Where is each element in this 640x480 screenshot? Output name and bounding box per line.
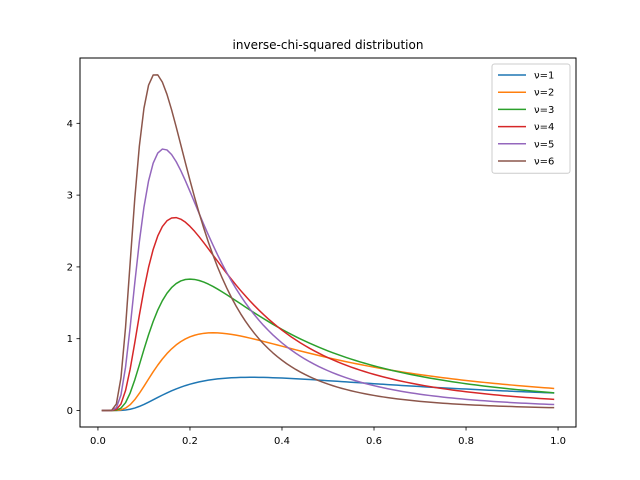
x-tick-label: 1.0 [550, 436, 566, 447]
y-tick-label: 4 [67, 119, 73, 130]
series-line-6 [101, 74, 555, 412]
y-tick-label: 3 [67, 191, 73, 202]
x-tick-label: 0.0 [90, 436, 106, 447]
y-tick-label: 1 [67, 334, 73, 345]
x-axis: 0.0 0.2 0.4 0.6 0.8 1.0 [90, 427, 566, 447]
series-line-4 [101, 216, 555, 412]
x-tick-label: 0.4 [274, 436, 290, 447]
x-tick-label: 0.8 [458, 436, 474, 447]
legend-entry: ν=3 [534, 105, 554, 116]
plot-frame [79, 57, 577, 428]
x-tick-label: 0.2 [182, 436, 198, 447]
series-line-3 [101, 278, 555, 412]
legend: ν=1 ν=2 ν=3 ν=4 ν=5 ν=6 [491, 63, 571, 174]
series-line-1 [101, 376, 555, 412]
x-tick-label: 0.6 [366, 436, 382, 447]
plot-lines [101, 74, 555, 412]
y-axis: 0 1 2 3 4 [67, 119, 80, 417]
series-line-5 [101, 148, 555, 412]
legend-entry: ν=6 [534, 157, 554, 168]
legend-box [491, 63, 571, 174]
chart-title: inverse-chi-squared distribution [233, 38, 424, 52]
y-tick-label: 0 [67, 406, 73, 417]
legend-entry: ν=2 [534, 88, 554, 99]
y-tick-label: 2 [67, 262, 73, 273]
legend-entry: ν=1 [534, 71, 554, 82]
legend-entry: ν=4 [534, 122, 554, 133]
legend-entry: ν=5 [534, 139, 554, 150]
